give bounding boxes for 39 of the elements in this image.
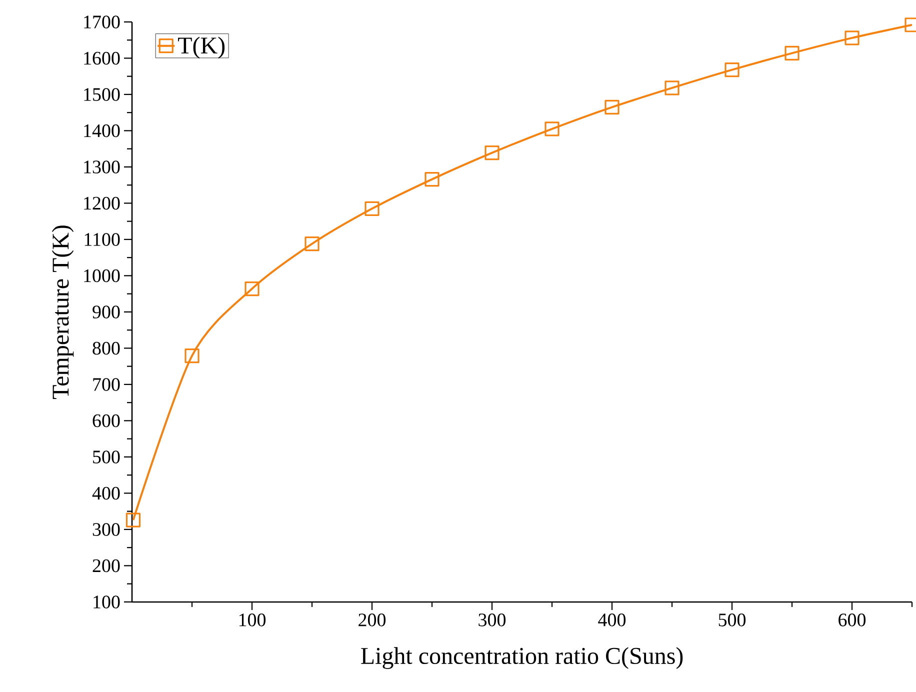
point — [184, 348, 200, 364]
point — [544, 122, 560, 136]
y-tick-label: 300 — [92, 523, 120, 536]
point — [484, 146, 500, 160]
point — [844, 30, 860, 46]
point — [364, 201, 380, 216]
y-tick-label: 1600 — [84, 52, 120, 65]
point — [244, 281, 260, 296]
point — [126, 512, 141, 528]
point — [424, 172, 440, 187]
y-tick-label: 1700 — [84, 16, 120, 28]
x-tick-label: 100 — [239, 614, 266, 626]
y-tick-label: 800 — [92, 342, 120, 355]
y-tick-label: 1400 — [84, 124, 120, 138]
x-tick-label: 200 — [358, 614, 386, 626]
x-tick-label: 600 — [838, 614, 866, 626]
y-tick-label: 700 — [93, 378, 120, 391]
y-tick-label: 600 — [92, 414, 120, 428]
point — [784, 46, 800, 60]
y-tick-label: 1300 — [84, 160, 120, 174]
x-tick-label: 300 — [478, 614, 506, 626]
x-axis-title: Light concentration ratio C(Suns) — [361, 647, 683, 670]
y-tick-label: 1200 — [84, 196, 120, 210]
point — [604, 100, 620, 114]
y-tick-label: 100 — [94, 596, 120, 608]
y-tick-label: 1100 — [84, 233, 120, 246]
x-tick-label: 400 — [598, 614, 626, 626]
y-tick-label: 900 — [92, 306, 120, 318]
x-tick-label: 500 — [718, 614, 746, 626]
point — [304, 236, 320, 252]
point — [664, 80, 680, 96]
point — [724, 62, 740, 78]
y-tick-label: 200 — [92, 559, 120, 572]
y-tick-label: 500 — [93, 450, 120, 464]
y-tick-label: 1500 — [84, 88, 120, 101]
legend-label: T(K) — [178, 36, 225, 59]
y-tick-label: 1000 — [84, 269, 120, 282]
y-axis-title: Temperature T(K) — [52, 226, 74, 399]
y-tick-label: 400 — [92, 486, 120, 500]
